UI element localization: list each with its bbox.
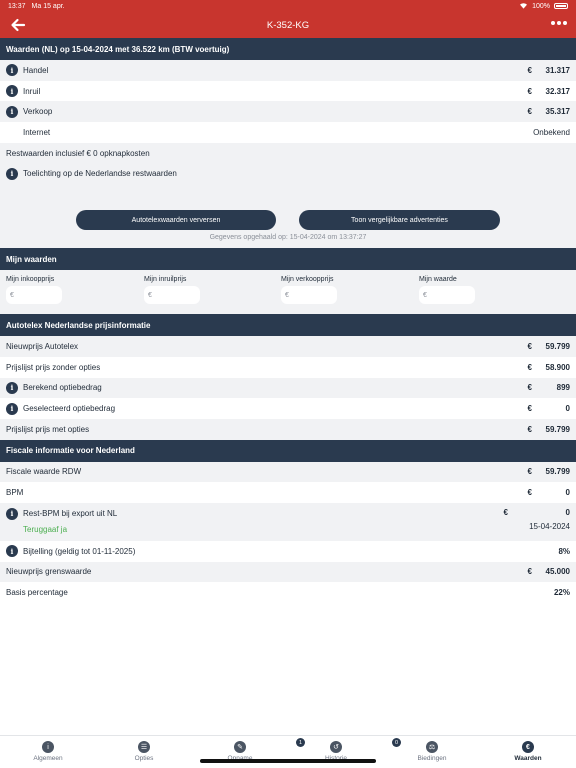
- tab-historie[interactable]: 1 ↺ Historie: [296, 738, 366, 762]
- my-values-form: Mijn inkoopprijs € Mijn inruilprijs € Mi…: [0, 270, 576, 315]
- my-value-input[interactable]: €: [419, 286, 475, 305]
- battery-percent: 100%: [532, 2, 550, 10]
- value-amount: 59.799: [545, 424, 570, 434]
- value-row-nieuwprijs: Nieuwprijs Autotelex € 59.799: [0, 336, 576, 357]
- status-time: 13:37: [8, 2, 26, 10]
- value-amount: 0: [565, 488, 570, 498]
- value-amount: 58.900: [545, 362, 570, 372]
- value-amount: 59.799: [545, 467, 570, 477]
- info-icon[interactable]: i: [6, 381, 18, 394]
- home-indicator: [200, 759, 376, 763]
- explanation-row[interactable]: i Toelichting op de Nederlandse restwaard…: [0, 163, 576, 185]
- section-header-nl-values: Waarden (NL) op 15-04-2024 met 36.522 km…: [0, 38, 576, 60]
- value-amount: 8%: [558, 546, 570, 556]
- value-row-rest-bpm[interactable]: i Rest-BPM bij export uit NL Teruggaaf ja…: [0, 502, 576, 541]
- my-value-field: Mijn waarde €: [419, 276, 475, 305]
- info-icon: i: [42, 741, 54, 753]
- value-row-handel[interactable]: i Handel € 31.317: [0, 60, 576, 81]
- more-options-icon[interactable]: [551, 21, 567, 25]
- wifi-icon: [519, 2, 528, 11]
- back-arrow-icon[interactable]: [10, 17, 26, 33]
- tab-waarden[interactable]: € Waarden: [498, 741, 558, 762]
- value-amount: 0: [565, 507, 570, 517]
- tab-biedingen[interactable]: 0 ⚖ Biedingen: [392, 738, 462, 762]
- teruggaaf-label: Teruggaaf ja: [23, 524, 68, 534]
- tab-opname[interactable]: ✎ Opname: [210, 741, 270, 762]
- actions-area: Autotelexwaarden verversen Toon vergelij…: [0, 184, 576, 249]
- my-sale-price-field: Mijn verkoopprijs €: [281, 276, 337, 305]
- fetched-timestamp: Gegevens opgehaald op: 15-04-2024 om 13:…: [209, 234, 367, 242]
- my-sale-price-input[interactable]: €: [281, 286, 337, 305]
- pencil-icon: ✎: [234, 741, 246, 753]
- similar-ads-button[interactable]: Toon vergelijkbare advertenties: [299, 210, 500, 231]
- value-amount: 59.799: [545, 341, 570, 351]
- section-header-autotelex: Autotelex Nederlandse prijsinformatie: [0, 314, 576, 337]
- my-tradein-price-input[interactable]: €: [144, 286, 200, 305]
- section-header-mine: Mijn waarden: [0, 248, 576, 271]
- refresh-values-button[interactable]: Autotelexwaarden verversen: [76, 210, 276, 231]
- value-row-grenswaarde: Nieuwprijs grenswaarde € 45.000: [0, 561, 576, 583]
- value-row-bijtelling[interactable]: i Bijtelling (geldig tot 01-11-2025) 8%: [0, 541, 576, 562]
- history-icon: ↺: [330, 741, 342, 753]
- status-date: Ma 15 apr.: [31, 2, 65, 10]
- nav-bar: K-352-KG: [0, 12, 576, 38]
- status-bar: 13:37 Ma 15 apr. 100%: [0, 0, 576, 12]
- value-amount: 0: [565, 404, 570, 414]
- value-row-internet: Internet Onbekend: [23, 127, 570, 137]
- tab-algemeen[interactable]: i Algemeen: [18, 741, 78, 762]
- info-icon[interactable]: i: [6, 507, 18, 520]
- my-tradein-price-field: Mijn inruilprijs €: [144, 276, 200, 305]
- info-icon[interactable]: i: [6, 167, 18, 180]
- value-amount: 35.317: [545, 107, 570, 117]
- historie-badge: 1: [296, 738, 305, 747]
- value-amount: 31.317: [545, 65, 570, 75]
- value-row-inruil[interactable]: i Inruil € 32.317: [0, 81, 576, 102]
- euro-icon: €: [522, 741, 534, 753]
- battery-icon: [554, 3, 568, 9]
- auction-icon: ⚖: [426, 741, 438, 753]
- value-row-zonder-opties: Prijslijst prijs zonder opties € 58.900: [6, 362, 570, 372]
- value-row-berekend[interactable]: i Berekend optiebedrag € 899: [0, 377, 576, 399]
- my-purchase-price-field: Mijn inkoopprijs €: [6, 276, 62, 305]
- my-purchase-price-input[interactable]: €: [6, 286, 62, 305]
- value-amount: Onbekend: [533, 127, 570, 137]
- value-amount: 45.000: [545, 567, 570, 577]
- value-row-verkoop[interactable]: i Verkoop € 35.317: [0, 101, 576, 123]
- restwaarden-note: Restwaarden inclusief € 0 opknapkosten: [0, 142, 576, 164]
- value-amount: 32.317: [545, 86, 570, 96]
- section-header-fiscal: Fiscale informatie voor Nederland: [0, 439, 576, 462]
- info-icon[interactable]: i: [6, 545, 18, 558]
- biedingen-badge: 0: [392, 738, 401, 747]
- page-title: K-352-KG: [266, 19, 310, 31]
- value-amount: 899: [556, 383, 570, 393]
- tab-bar: i Algemeen ☰ Opties ✎ Opname 1 ↺ Histori…: [0, 735, 576, 768]
- teruggaaf-date: 15-04-2024: [529, 521, 570, 531]
- value-row-geselecteerd[interactable]: i Geselecteerd optiebedrag € 0: [0, 398, 576, 419]
- value-amount: 22%: [553, 588, 570, 598]
- list-icon: ☰: [138, 741, 150, 753]
- value-row-bpm: BPM € 0: [6, 488, 570, 498]
- info-icon[interactable]: i: [6, 402, 18, 415]
- info-icon[interactable]: i: [6, 105, 18, 118]
- tab-opties[interactable]: ☰ Opties: [114, 741, 174, 762]
- value-row-met-opties: Prijslijst prijs met opties € 59.799: [0, 418, 576, 440]
- value-row-basis-percentage: Basis percentage 22%: [6, 588, 570, 598]
- value-row-fiscale-waarde: Fiscale waarde RDW € 59.799: [0, 461, 576, 483]
- info-icon[interactable]: i: [6, 64, 18, 77]
- info-icon[interactable]: i: [6, 85, 18, 98]
